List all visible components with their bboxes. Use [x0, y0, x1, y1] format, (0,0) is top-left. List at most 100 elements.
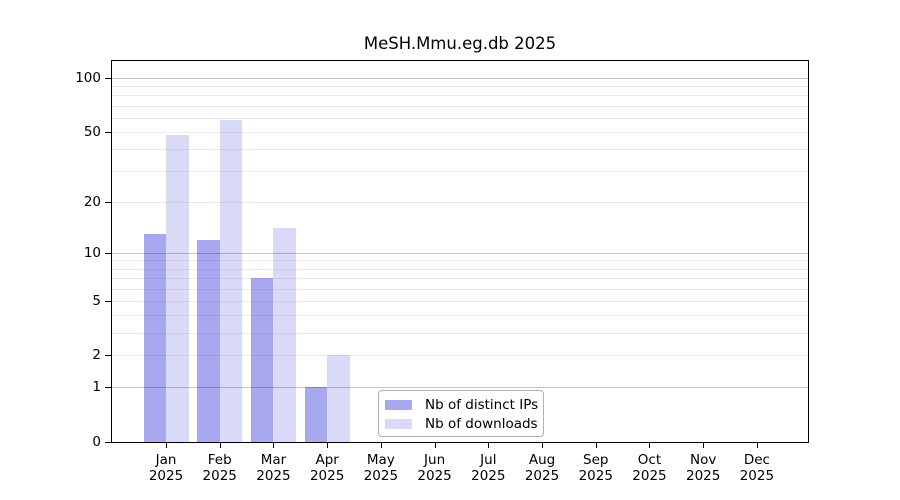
minor-gridline	[112, 105, 808, 107]
bar-distinct-ips	[304, 387, 328, 442]
x-tick-year: 2025	[148, 468, 184, 484]
major-gridline	[112, 78, 808, 79]
minor-gridline	[112, 315, 808, 317]
x-tick-label: Mar 2025	[243, 452, 303, 484]
bar-distinct-ips	[143, 233, 166, 442]
minor-gridline	[112, 149, 808, 151]
legend-swatch-downloads	[385, 418, 412, 429]
legend: Nb of distinct IPs Nb of downloads	[378, 390, 544, 437]
minor-gridline	[112, 332, 808, 334]
x-tick-month: Dec	[743, 452, 770, 468]
x-tick-month: Nov	[690, 452, 717, 468]
bar-downloads	[327, 355, 350, 442]
x-tick-year: 2025	[632, 468, 667, 484]
x-tick	[434, 443, 436, 448]
x-tick-year: 2025	[471, 468, 506, 484]
x-tick	[649, 443, 651, 448]
minor-gridline	[112, 300, 808, 302]
x-tick	[542, 443, 544, 448]
x-tick-year: 2025	[309, 468, 345, 484]
x-tick-year: 2025	[202, 468, 237, 484]
x-tick	[756, 443, 758, 448]
y-tick-label: 50	[83, 123, 101, 140]
x-tick-month: Mar	[260, 452, 287, 468]
legend-label-distinct-ips: Nb of distinct IPs	[425, 396, 539, 413]
y-tick-label: 0	[92, 434, 101, 450]
bar-distinct-ips	[250, 277, 274, 442]
legend-swatch-distinct-ips	[385, 399, 412, 410]
x-tick-label: Jun 2025	[405, 452, 465, 484]
x-tick-month: Jul	[480, 452, 497, 468]
x-tick-label: Jan 2025	[136, 452, 196, 484]
x-tick-month: Feb	[207, 452, 232, 468]
y-tick	[105, 387, 111, 389]
y-tick	[105, 355, 111, 357]
minor-gridline	[112, 355, 808, 357]
y-tick	[105, 131, 111, 133]
minor-gridline	[112, 268, 808, 270]
y-tick	[105, 78, 111, 79]
minor-gridline	[112, 86, 808, 88]
chart-title: MeSH.Mmu.eg.db 2025	[363, 34, 557, 53]
y-tick-label: 100	[75, 70, 101, 86]
x-tick-month: Jan	[155, 452, 177, 468]
x-tick-label: Dec 2025	[727, 452, 787, 484]
x-tick-label: May 2025	[351, 452, 411, 484]
x-tick-month: May	[366, 452, 395, 468]
y-tick-label: 5	[92, 292, 101, 309]
x-tick-label: Oct 2025	[619, 452, 679, 484]
legend-label-downloads: Nb of downloads	[425, 415, 538, 432]
major-gridline	[112, 252, 808, 254]
plot-area	[111, 60, 809, 443]
y-tick	[105, 442, 111, 443]
y-tick-label: 20	[83, 193, 101, 210]
minor-gridline	[112, 288, 808, 290]
x-tick-month: Apr	[315, 452, 339, 468]
x-tick-year: 2025	[686, 468, 721, 484]
bar-distinct-ips	[197, 239, 220, 442]
x-tick	[273, 443, 275, 448]
y-tick	[105, 300, 111, 302]
x-tick	[703, 443, 705, 448]
x-tick	[595, 443, 597, 448]
x-tick	[488, 443, 490, 448]
y-tick-label: 2	[92, 347, 101, 364]
x-tick-year: 2025	[256, 468, 291, 484]
x-tick-year: 2025	[578, 468, 613, 484]
x-tick-year: 2025	[739, 468, 775, 484]
x-tick-label: Jul 2025	[458, 452, 518, 484]
y-tick	[105, 201, 111, 203]
x-tick-label: Sep 2025	[566, 452, 626, 484]
bar-downloads	[166, 135, 189, 442]
legend-row-distinct-ips: Nb of distinct IPs	[385, 395, 543, 414]
x-tick-label: Aug 2025	[512, 452, 572, 484]
x-tick-label: Feb 2025	[190, 452, 250, 484]
x-tick-month: Sep	[583, 452, 609, 468]
x-tick-month: Aug	[528, 452, 556, 468]
bar-downloads	[273, 228, 296, 442]
x-tick	[166, 443, 167, 448]
x-tick-year: 2025	[417, 468, 452, 484]
minor-gridline	[112, 117, 808, 119]
x-tick	[327, 443, 329, 448]
x-tick-label: Nov 2025	[673, 452, 733, 484]
y-tick-label: 10	[83, 244, 101, 261]
y-tick-label: 1	[92, 379, 101, 396]
bar-downloads	[219, 120, 243, 442]
y-tick	[105, 252, 111, 254]
major-gridline	[112, 387, 808, 389]
x-tick	[219, 443, 221, 448]
minor-gridline	[112, 260, 808, 262]
minor-gridline	[112, 171, 808, 173]
minor-gridline	[112, 131, 808, 133]
x-tick-year: 2025	[524, 468, 560, 484]
x-tick-month: Oct	[637, 452, 662, 468]
minor-gridline	[112, 201, 808, 203]
x-tick-label: Apr 2025	[297, 452, 357, 484]
legend-row-downloads: Nb of downloads	[385, 414, 543, 433]
x-tick-year: 2025	[363, 468, 399, 484]
x-tick-month: Jun	[424, 452, 446, 468]
minor-gridline	[112, 95, 808, 97]
minor-gridline	[112, 277, 808, 279]
